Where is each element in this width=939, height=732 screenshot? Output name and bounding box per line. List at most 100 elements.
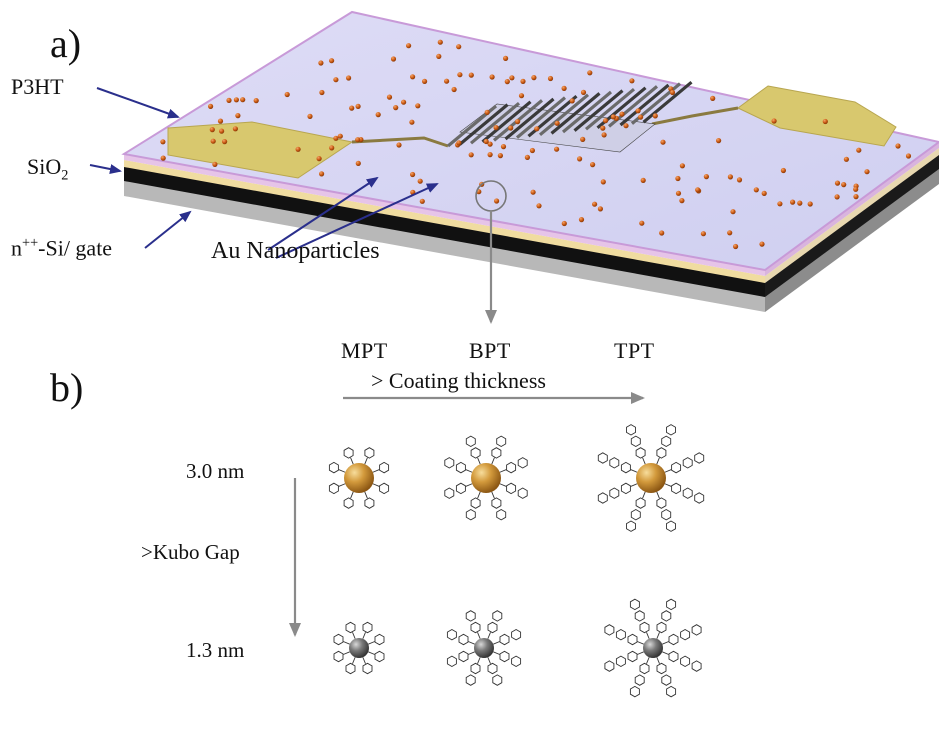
au-nanoparticle (834, 180, 841, 186)
au-nanoparticle (577, 156, 583, 162)
ligand-bond (664, 469, 672, 473)
au-nanoparticle (487, 152, 493, 158)
au-nanoparticle (638, 114, 644, 120)
phenyl-ring (487, 662, 498, 675)
gate-arrow (144, 210, 192, 249)
phenyl-ring (455, 482, 466, 495)
au-nanoparticle (660, 139, 666, 145)
au-nanoparticle (504, 79, 510, 85)
au-nanoparticle (375, 112, 381, 118)
au-nanoparticle (905, 153, 912, 159)
au-nanoparticle (759, 241, 765, 247)
au-nanoparticle (652, 113, 658, 119)
electrode-finger (584, 87, 636, 131)
au-nanoparticle (669, 89, 676, 96)
phenyl-ring (680, 655, 691, 668)
electrode-finger (538, 93, 590, 137)
phenyl-ring (680, 628, 691, 641)
au-nanoparticle (406, 43, 412, 49)
gold-core (636, 463, 666, 493)
np-arrow-2 (275, 183, 439, 259)
size-3nm-label: 3.0 nm (186, 459, 245, 483)
au-nanoparticle (864, 169, 870, 175)
au-nanoparticle (736, 177, 743, 183)
gold-core (471, 463, 501, 493)
coating-thickness-label: > Coating thickness (371, 368, 546, 393)
phenyl-ring (517, 487, 528, 499)
phenyl-ring (604, 660, 615, 672)
electrode-finger (469, 101, 521, 145)
phenyl-ring (597, 452, 608, 464)
ligand-bond (477, 457, 481, 465)
electrode-finger (642, 80, 693, 124)
au-nanoparticle (569, 98, 575, 104)
phenyl-ring (671, 482, 682, 495)
au-nanoparticle (716, 138, 722, 144)
au-nanoparticle (401, 99, 407, 105)
au-nanoparticle (319, 171, 325, 177)
au-nanoparticle (675, 190, 682, 196)
au-nanoparticle (329, 58, 335, 64)
au-nanoparticle (160, 139, 166, 145)
phenyl-ring (470, 447, 481, 459)
phenyl-ring (362, 621, 373, 634)
ligand-bond (656, 491, 660, 499)
au-nanoparticle (253, 98, 259, 104)
ligand-bond (630, 469, 638, 473)
au-nanoparticle (639, 220, 645, 226)
ligand-bond (372, 469, 380, 473)
phenyl-ring (691, 660, 702, 672)
phenyl-ring (682, 487, 693, 499)
au-nanoparticle (415, 103, 421, 109)
au-nanoparticle (489, 74, 495, 80)
au-nanoparticle (780, 167, 787, 174)
au-nanoparticle (534, 126, 540, 132)
ligand-bond (656, 457, 660, 465)
phenyl-ring (694, 452, 705, 464)
au-nanoparticle (640, 177, 646, 183)
au-nanoparticle (536, 203, 542, 209)
gold-core (344, 463, 374, 493)
au-nanoparticle (700, 231, 707, 237)
phenyl-ring (666, 520, 676, 532)
au-nanoparticle (422, 78, 428, 84)
au-nanoparticle (679, 198, 685, 204)
ligand-bond (491, 457, 495, 465)
ligand-bond (468, 651, 475, 655)
au-nanoparticle (822, 118, 828, 125)
au-nanoparticle (222, 139, 228, 145)
ligand-bond (343, 641, 350, 645)
phenyl-ring (626, 424, 636, 436)
au-nanoparticle (679, 163, 686, 169)
au-nanoparticle (600, 125, 606, 131)
phenyl-ring (634, 610, 645, 622)
phenyl-ring (626, 520, 636, 532)
phenyl-ring (694, 492, 705, 504)
au-nanoparticle (284, 91, 290, 98)
au-nanoparticle (500, 144, 507, 150)
au-nanoparticle (456, 44, 462, 50)
phenyl-ring (496, 508, 507, 521)
au-nanoparticle (853, 194, 859, 200)
au-nanoparticle (635, 108, 641, 114)
au-nanoparticle (219, 128, 225, 134)
au-nanoparticle (349, 105, 355, 111)
phenyl-ring (345, 662, 356, 675)
au-nanoparticle (529, 147, 536, 154)
ligand-bond (637, 651, 644, 655)
au-nanoparticle (457, 72, 463, 78)
nanoparticles (160, 39, 912, 250)
silver-core-particle (604, 598, 702, 698)
au-nanoparticle (409, 119, 415, 125)
au-nanoparticle (727, 230, 733, 236)
au-nanoparticle (629, 78, 635, 84)
ligand-bond (491, 491, 495, 499)
electrode-finger (481, 100, 532, 144)
au-nanoparticle (580, 89, 587, 95)
au-nanoparticle (597, 206, 604, 212)
silver-core-particle (446, 610, 522, 686)
device-stack (121, 10, 939, 324)
au-nanoparticle (518, 93, 525, 99)
